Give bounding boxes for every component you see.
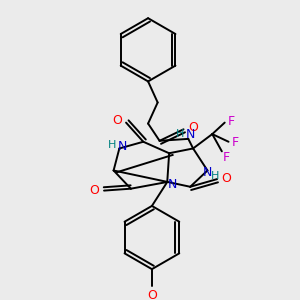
Text: N: N	[167, 178, 177, 191]
Text: F: F	[223, 151, 230, 164]
Text: O: O	[188, 121, 198, 134]
Text: F: F	[232, 136, 239, 149]
Text: N: N	[185, 128, 195, 141]
Text: O: O	[89, 184, 99, 197]
Text: F: F	[228, 115, 235, 128]
Text: O: O	[222, 172, 232, 185]
Text: H: H	[211, 171, 219, 181]
Text: N: N	[118, 140, 127, 153]
Text: H: H	[176, 129, 184, 139]
Text: O: O	[112, 114, 122, 127]
Text: N: N	[203, 166, 212, 179]
Text: O: O	[147, 289, 157, 300]
Text: H: H	[107, 140, 116, 150]
